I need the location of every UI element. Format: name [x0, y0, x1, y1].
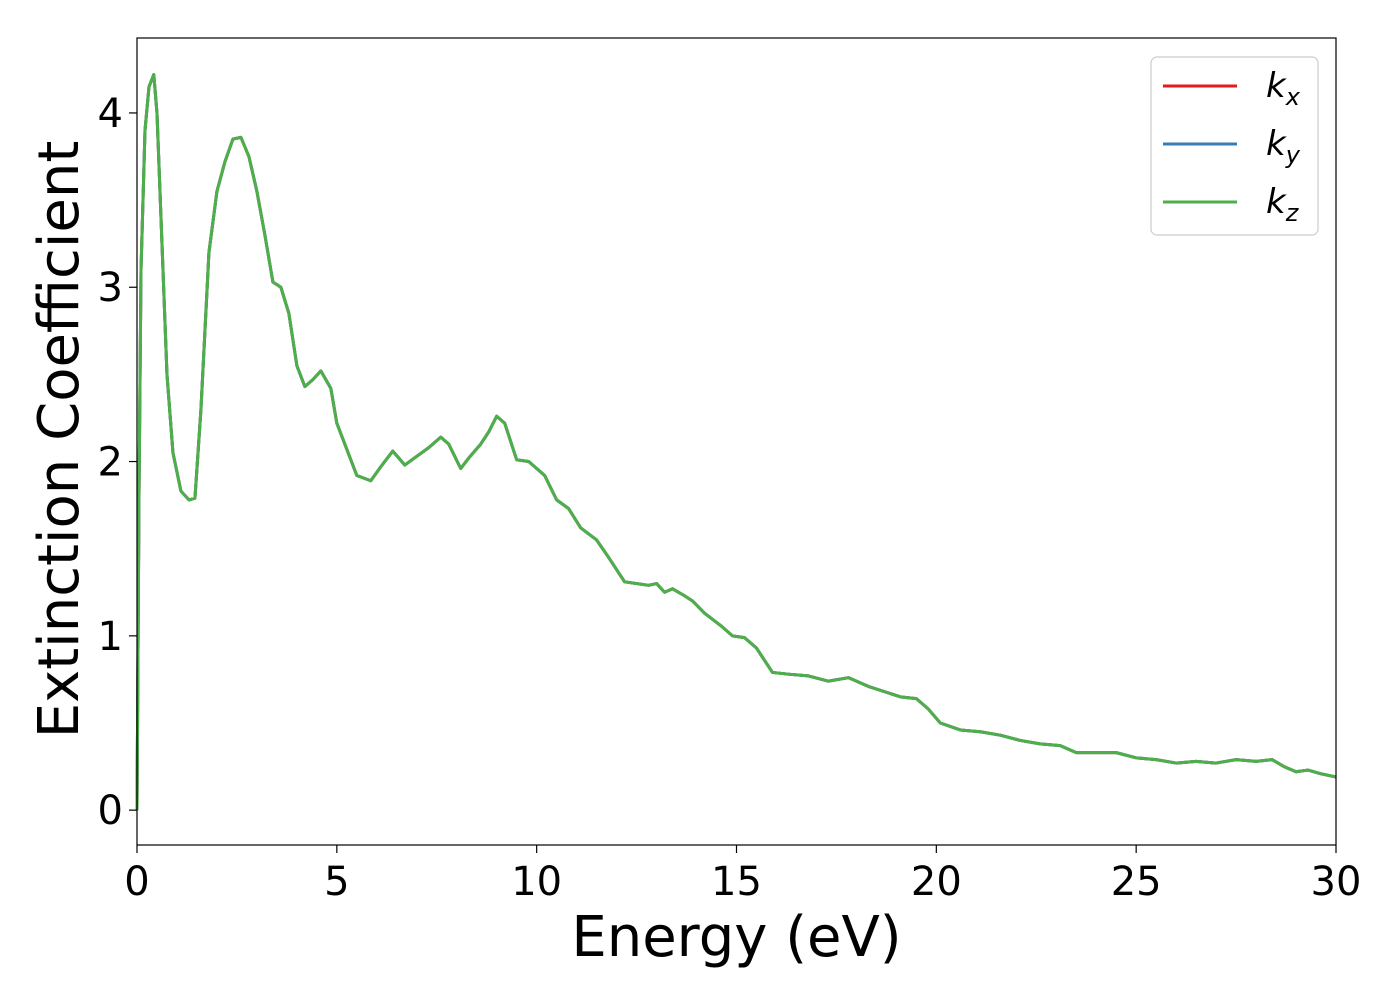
- y-tick-label: 3: [98, 265, 123, 311]
- legend-box: [1150, 56, 1319, 236]
- x-tick-label: 30: [1311, 859, 1362, 905]
- y-tick-label: 2: [98, 440, 123, 486]
- legend: kx ky kz: [1150, 56, 1319, 236]
- y-axis-ticks: 0 1 2 3 4: [98, 91, 137, 834]
- x-tick-label: 15: [711, 859, 762, 905]
- x-tick-label: 10: [511, 859, 562, 905]
- y-tick-label: 4: [98, 91, 123, 137]
- x-tick-label: 0: [124, 859, 149, 905]
- legend-label-y: ky: [1266, 124, 1301, 169]
- y-tick-label: 0: [98, 788, 123, 834]
- y-tick-label: 1: [98, 614, 123, 660]
- series-line-z: [135, 73, 1337, 811]
- x-axis-title: Energy (eV): [571, 905, 901, 970]
- x-axis-ticks: 0 5 10 15 20 25 30: [124, 845, 1361, 905]
- legend-label-z: kz: [1266, 182, 1300, 227]
- x-tick-label: 20: [911, 859, 962, 905]
- x-tick-label: 5: [324, 859, 349, 905]
- legend-label-x: kx: [1266, 66, 1301, 111]
- x-tick-label: 25: [1111, 859, 1162, 905]
- y-axis-title: Extinction Coefficient: [27, 141, 92, 739]
